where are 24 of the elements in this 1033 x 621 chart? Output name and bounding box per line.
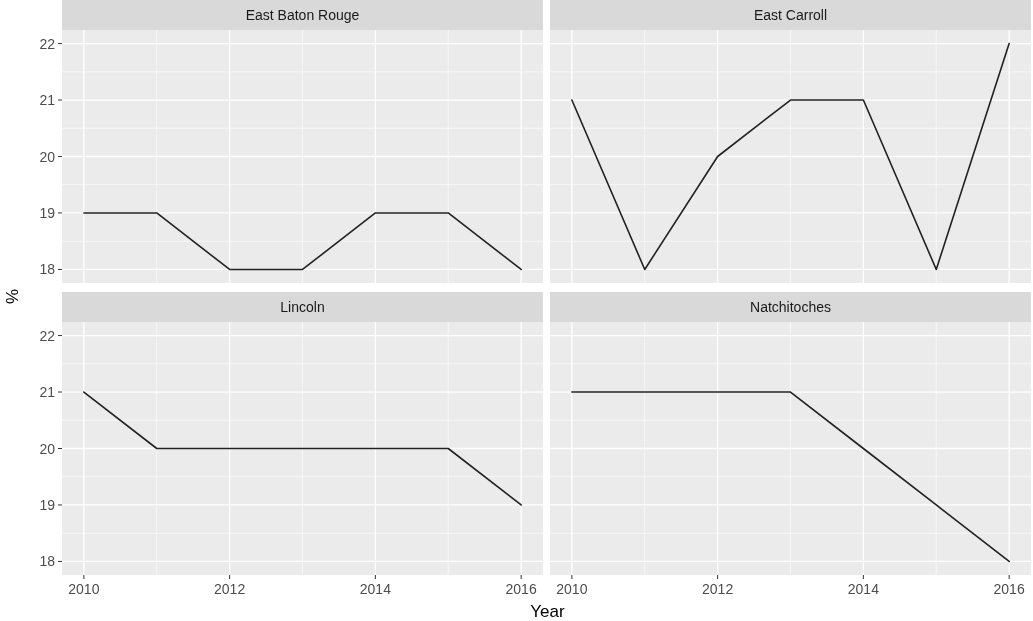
chart-title: East Baton Rouge xyxy=(245,7,360,23)
y-tick-label: 19 xyxy=(39,204,56,221)
x-tick-label: 2014 xyxy=(359,581,392,597)
x-tick-label: 2010 xyxy=(556,581,588,597)
y-tick-label: 18 xyxy=(39,261,56,278)
y-tick-label: 19 xyxy=(39,496,56,513)
y-tick-label: 20 xyxy=(39,148,56,165)
x-tick-label: 2010 xyxy=(68,581,100,597)
y-tick-label: 18 xyxy=(39,553,56,570)
chart-title: Lincoln xyxy=(280,299,325,315)
y-tick-label: 20 xyxy=(39,440,56,457)
x-tick-label: 2016 xyxy=(993,581,1025,597)
x-tick-label: 2012 xyxy=(702,581,734,597)
y-axis-title: % xyxy=(3,288,22,305)
x-tick-label: 2012 xyxy=(214,581,246,597)
y-tick-label: 22 xyxy=(39,327,56,344)
y-tick-label: 21 xyxy=(39,384,56,401)
x-tick-label: 2016 xyxy=(505,581,537,597)
y-tick-label: 21 xyxy=(39,92,56,109)
y-tick-label: 22 xyxy=(39,35,56,52)
chart-title: Natchitoches xyxy=(750,299,831,315)
x-axis-title: Year xyxy=(530,602,566,621)
chart-title: East Carroll xyxy=(753,7,828,23)
x-tick-label: 2014 xyxy=(847,581,880,597)
